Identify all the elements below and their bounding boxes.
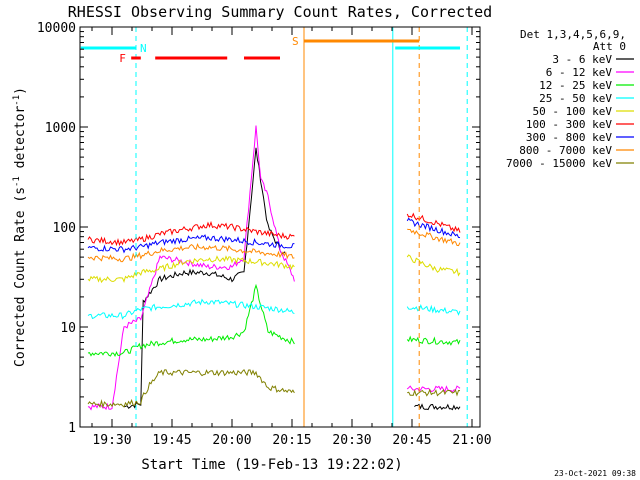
x-axis-label: Start Time (19-Feb-13 19:22:02): [141, 457, 402, 473]
footer-timestamp: 23-Oct-2021 09:38: [554, 469, 636, 478]
x-tick-label: 20:15: [272, 433, 311, 448]
y-axis-label: Corrected Count Rate (s-1 detector-1): [12, 87, 28, 367]
x-tick-label: 20:00: [212, 433, 251, 448]
series-line: [87, 368, 295, 409]
x-tick-label: 20:45: [392, 433, 431, 448]
flag-label-s: S: [292, 35, 299, 48]
x-tick-label: 19:45: [152, 433, 191, 448]
flag-marker-layer: N S F: [80, 27, 468, 427]
legend-entry-label: 25 - 50 keV: [539, 92, 612, 105]
legend-title-line2: Att 0: [593, 40, 626, 53]
y-tick-label: 1: [68, 421, 76, 436]
legend-entry-label: 800 - 7000 keV: [519, 144, 612, 157]
flag-label-f: F: [119, 52, 126, 65]
x-tick-label: 20:30: [332, 433, 371, 448]
chart-title: RHESSI Observing Summary Count Rates, Co…: [68, 3, 492, 21]
legend-title-line1: Det 1,3,4,5,6,9,: [520, 28, 626, 41]
series-50-100-kev: [87, 254, 461, 284]
y-axis-label-main: Corrected Count Rate (s: [13, 187, 28, 367]
series-layer: [87, 125, 461, 411]
legend-entry-label: 7000 - 15000 keV: [506, 157, 612, 170]
y-axis-label-sup2: -1: [12, 95, 22, 106]
series-800-7000-kev: [87, 228, 461, 263]
y-axis-label-end: ): [13, 87, 28, 95]
legend-entry-label: 50 - 100 keV: [533, 105, 613, 118]
y-tick-label: 100: [53, 221, 76, 236]
y-tick-label: 1000: [45, 121, 76, 136]
x-tick-label: 21:00: [452, 433, 491, 448]
series-line: [123, 147, 286, 409]
series-line: [414, 403, 461, 411]
flag-label-n: N: [140, 42, 147, 55]
legend-entry-label: 3 - 6 keV: [552, 53, 612, 66]
series-line: [406, 217, 461, 239]
series-line: [406, 212, 461, 233]
legend-entry-label: 12 - 25 keV: [539, 79, 612, 92]
series-line: [406, 335, 461, 346]
y-axis-label-mid: detector: [13, 106, 28, 177]
series-300-800-kev: [87, 217, 461, 254]
axis-layer: 19:30 19:45 20:00 20:15 20:30 20:45 21:00 1 10 10…: [37, 21, 492, 448]
series-line: [87, 243, 295, 263]
series-line: [406, 385, 461, 393]
series-3-6-kev: [123, 147, 461, 411]
series-line: [406, 254, 461, 277]
legend-entry-label: 300 - 800 keV: [526, 131, 612, 144]
y-axis-label-sup1: -1: [12, 176, 22, 187]
series-line: [407, 228, 461, 247]
series-100-300-kev: [87, 212, 461, 247]
series-line: [87, 125, 295, 411]
legend-entry-label: 100 - 300 keV: [526, 118, 612, 131]
series-line: [406, 304, 461, 316]
series-line: [87, 255, 295, 284]
series-6-12-kev: [87, 125, 461, 411]
legend-entry-label: 6 - 12 keV: [546, 66, 613, 79]
x-tick-label: 19:30: [92, 433, 131, 448]
y-tick-label: 10000: [37, 21, 76, 36]
series-line: [407, 388, 461, 397]
series-line: [87, 220, 295, 247]
series-line: [87, 234, 295, 254]
y-tick-label: 10: [60, 321, 76, 336]
series-line: [87, 298, 295, 320]
series-7000-15000-kev: [87, 368, 461, 409]
series-25-50-kev: [87, 298, 461, 320]
